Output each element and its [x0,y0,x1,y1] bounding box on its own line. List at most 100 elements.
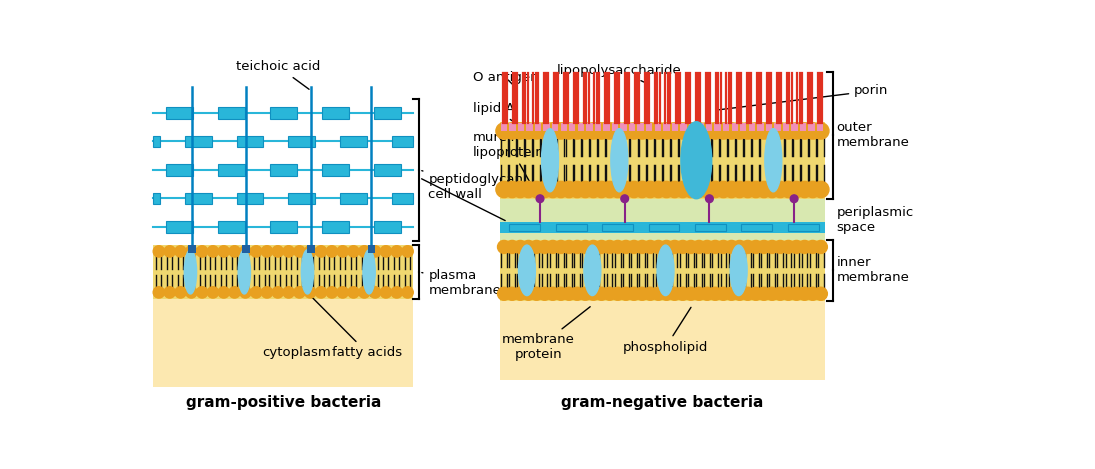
Circle shape [634,123,650,139]
Circle shape [563,241,576,253]
Circle shape [815,241,828,253]
Circle shape [634,182,650,197]
Circle shape [496,123,512,139]
Circle shape [715,182,731,197]
Ellipse shape [584,245,601,295]
Bar [185,193,211,204]
Circle shape [610,182,626,197]
Circle shape [748,123,764,139]
Bar [368,245,376,253]
Bar [153,98,413,241]
Circle shape [359,246,370,257]
Bar [500,122,825,199]
Bar [749,123,756,131]
Circle shape [563,287,576,300]
Circle shape [731,182,748,197]
Circle shape [782,241,795,253]
Circle shape [240,287,251,298]
Bar [706,123,712,131]
Circle shape [273,246,284,257]
Text: membrane
protein: membrane protein [502,307,590,361]
Bar [555,224,587,231]
Bar [765,123,772,131]
Bar [518,123,525,131]
Circle shape [512,123,529,139]
Bar [374,221,401,233]
Bar [603,123,610,131]
Circle shape [788,182,805,197]
Circle shape [553,182,569,197]
Circle shape [544,123,561,139]
Circle shape [692,241,705,253]
Bar [757,123,763,131]
Circle shape [644,287,657,300]
Circle shape [229,246,240,257]
Bar [561,123,567,131]
Circle shape [593,182,610,197]
Bar [218,107,245,119]
Circle shape [315,287,326,298]
Circle shape [283,287,295,298]
Bar [792,123,798,131]
Circle shape [658,123,675,139]
Circle shape [701,241,714,253]
Circle shape [380,246,392,257]
Circle shape [781,123,796,139]
Circle shape [707,182,724,197]
Circle shape [497,287,510,300]
Circle shape [724,182,739,197]
Circle shape [207,246,219,257]
Text: cytoplasm: cytoplasm [262,346,331,359]
Circle shape [553,123,569,139]
Bar [500,222,825,234]
Bar [689,123,695,131]
Circle shape [587,241,600,253]
Circle shape [537,182,553,197]
Circle shape [504,182,520,197]
Circle shape [569,123,585,139]
Circle shape [667,123,683,139]
Circle shape [758,287,771,300]
Text: gram-positive bacteria: gram-positive bacteria [185,395,381,410]
Text: lipopolysaccharide: lipopolysaccharide [557,64,682,82]
Circle shape [701,287,714,300]
Circle shape [708,241,722,253]
Circle shape [579,241,591,253]
Bar [578,123,584,131]
Circle shape [529,182,544,197]
Circle shape [741,241,754,253]
Circle shape [369,246,381,257]
Circle shape [530,287,543,300]
Circle shape [315,246,326,257]
Bar [270,164,297,175]
Circle shape [186,287,197,298]
Circle shape [196,287,208,298]
Circle shape [585,182,601,197]
Circle shape [806,241,819,253]
Bar [800,123,806,131]
Circle shape [610,123,626,139]
Circle shape [391,287,403,298]
Text: gram-negative bacteria: gram-negative bacteria [562,395,763,410]
Bar [288,136,315,147]
Circle shape [772,182,788,197]
Circle shape [546,287,560,300]
Circle shape [668,241,681,253]
Text: periplasmic
space: periplasmic space [837,206,913,234]
Bar [166,221,194,233]
Circle shape [153,246,164,257]
Circle shape [585,123,601,139]
Circle shape [595,241,608,253]
Bar [740,123,747,131]
Circle shape [603,241,616,253]
Circle shape [675,182,691,197]
Bar [629,123,635,131]
Bar [500,199,825,241]
Bar [500,123,507,131]
Bar [270,107,297,119]
Circle shape [570,287,584,300]
Circle shape [196,246,208,257]
Circle shape [496,182,512,197]
Circle shape [587,287,600,300]
Circle shape [668,287,681,300]
